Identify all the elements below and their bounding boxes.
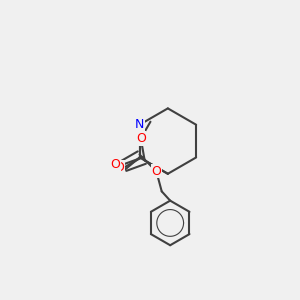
Text: O: O [111,158,121,171]
Text: O: O [114,161,124,174]
Text: N: N [135,118,144,131]
Text: O: O [136,132,146,145]
Text: O: O [152,165,161,178]
